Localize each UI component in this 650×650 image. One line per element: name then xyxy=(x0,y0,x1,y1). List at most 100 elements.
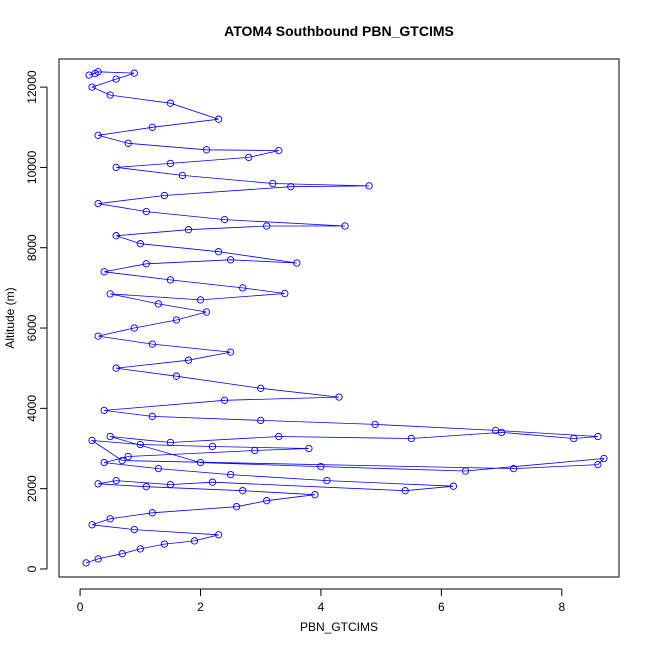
y-tick-label: 10000 xyxy=(25,150,39,184)
data-point xyxy=(154,300,163,308)
data-point xyxy=(148,123,156,131)
data-point xyxy=(461,467,470,475)
data-point xyxy=(166,438,175,447)
data-point xyxy=(214,248,223,256)
data-point xyxy=(130,525,138,534)
data-point xyxy=(365,182,373,190)
data-point xyxy=(196,296,205,304)
data-point xyxy=(112,364,120,372)
data-point xyxy=(220,215,229,224)
data-point xyxy=(275,146,283,155)
data-point xyxy=(594,460,602,469)
data-point xyxy=(166,276,175,284)
data-point xyxy=(94,480,102,488)
data-point xyxy=(600,454,608,463)
data-point xyxy=(130,69,138,77)
data-point xyxy=(172,372,181,380)
data-point xyxy=(251,446,259,455)
data-point xyxy=(214,531,223,539)
data-point xyxy=(335,393,343,401)
data-point xyxy=(106,91,114,99)
data-point xyxy=(202,308,211,316)
data-point xyxy=(94,555,102,563)
data-point xyxy=(220,396,229,404)
data-point xyxy=(124,139,132,147)
data-point xyxy=(118,456,126,465)
data-point xyxy=(154,464,163,473)
series-points xyxy=(82,68,608,567)
data-point xyxy=(142,260,150,268)
data-point xyxy=(160,191,169,200)
data-point xyxy=(449,482,458,490)
data-point xyxy=(305,444,313,453)
data-point xyxy=(124,452,132,461)
data-point xyxy=(491,426,500,435)
x-tick-label: 2 xyxy=(197,600,204,614)
x-tick-label: 0 xyxy=(77,600,84,614)
chart-title: ATOM4 Southbound PBN_GTCIMS xyxy=(224,23,454,39)
data-point xyxy=(172,316,181,324)
data-point xyxy=(178,171,187,180)
data-point xyxy=(166,99,175,107)
data-point xyxy=(257,384,265,392)
x-tick-label: 8 xyxy=(558,600,565,614)
y-tick-label: 6000 xyxy=(25,314,39,341)
plot-frame xyxy=(58,58,620,578)
data-point xyxy=(226,470,235,479)
x-tick-label: 4 xyxy=(318,600,325,614)
data-point xyxy=(226,348,235,356)
data-point xyxy=(275,432,283,441)
data-point xyxy=(130,324,138,332)
data-point xyxy=(407,434,415,443)
data-point xyxy=(100,406,108,415)
data-point xyxy=(148,412,156,421)
data-point xyxy=(570,434,578,443)
data-point xyxy=(184,226,193,234)
data-point xyxy=(166,480,175,489)
data-point xyxy=(100,458,108,467)
data-point xyxy=(94,131,102,139)
data-point xyxy=(317,462,325,471)
data-point xyxy=(88,83,96,91)
data-point xyxy=(202,146,211,154)
data-point xyxy=(94,332,102,340)
data-point xyxy=(94,199,102,208)
data-point xyxy=(118,550,126,558)
x-axis-label: PBN_GTCIMS xyxy=(300,620,378,634)
data-point xyxy=(323,476,331,485)
data-point xyxy=(245,153,253,162)
data-point xyxy=(148,509,156,517)
data-point xyxy=(136,440,144,449)
series-line xyxy=(85,71,605,564)
data-point xyxy=(594,432,602,441)
data-point xyxy=(142,483,150,491)
x-tick-label: 6 xyxy=(438,600,445,614)
plot-area xyxy=(82,68,608,567)
data-point xyxy=(293,259,301,267)
y-axis: 0 2000 4000 6000 8000 10000 12000 xyxy=(25,70,48,572)
y-tick-label: 2000 xyxy=(25,475,39,502)
data-point xyxy=(281,289,289,298)
data-point xyxy=(341,222,349,230)
data-point xyxy=(166,159,175,168)
data-point xyxy=(239,284,247,292)
data-point xyxy=(91,69,99,78)
data-point xyxy=(142,207,150,216)
y-tick-label: 8000 xyxy=(25,234,39,261)
data-point xyxy=(112,163,120,172)
data-point xyxy=(190,537,199,545)
data-point xyxy=(112,75,120,83)
data-point xyxy=(160,540,169,548)
data-point xyxy=(371,420,379,429)
data-point xyxy=(112,232,120,240)
data-point xyxy=(106,432,114,441)
data-point xyxy=(136,545,144,553)
data-point xyxy=(263,497,271,505)
data-point xyxy=(263,222,271,230)
data-point xyxy=(232,503,241,511)
data-point xyxy=(509,464,518,473)
data-point xyxy=(311,491,319,499)
data-point xyxy=(88,436,96,445)
data-point xyxy=(401,487,409,495)
data-point xyxy=(82,559,90,567)
